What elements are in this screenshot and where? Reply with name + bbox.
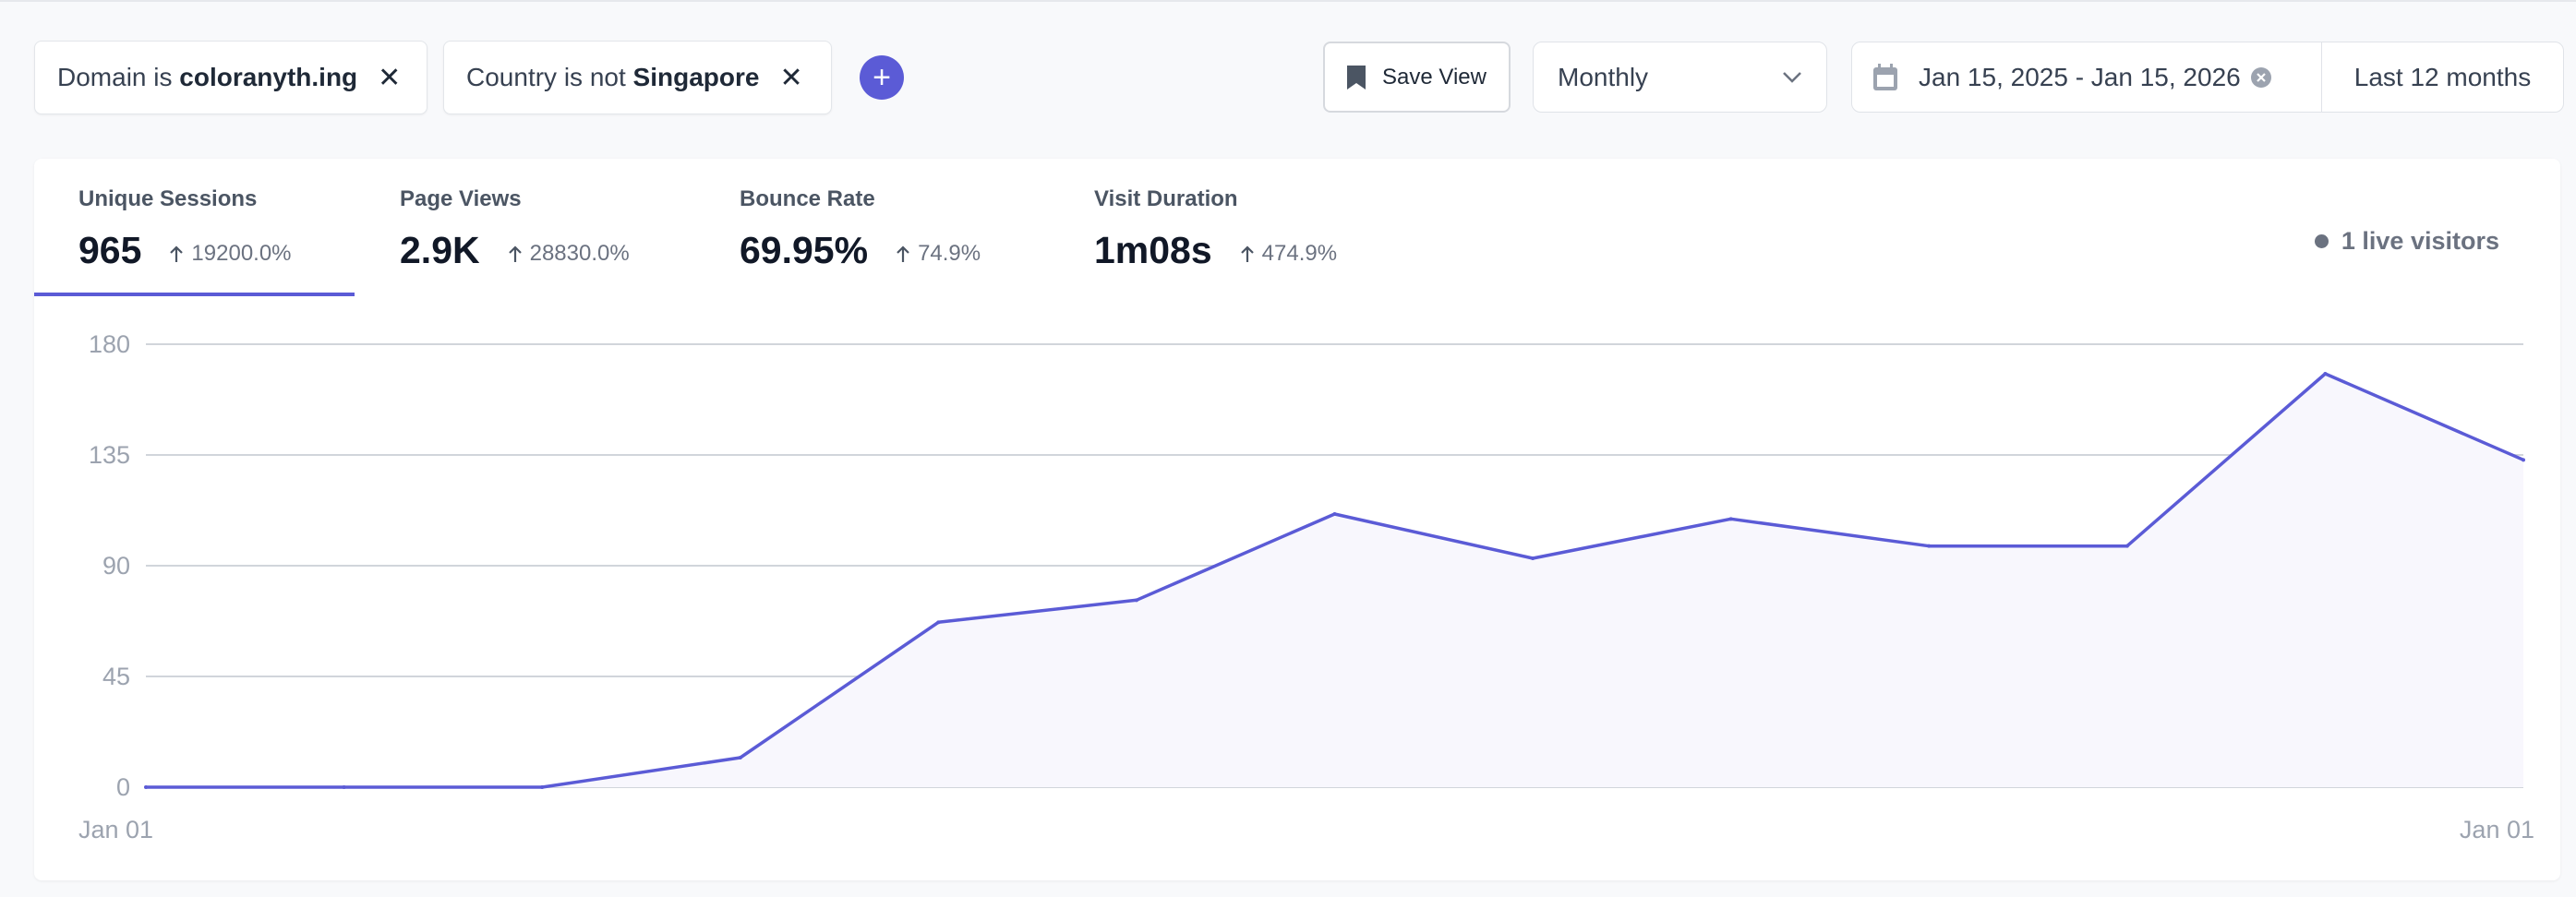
metric-label: Visit Duration [1094, 186, 1238, 211]
bookmark-icon [1347, 65, 1366, 90]
filter-value: Singapore [632, 63, 760, 91]
data-point[interactable] [2522, 458, 2525, 462]
metric-change: 474.9% [1261, 241, 1338, 266]
metric-label: Bounce Rate [740, 186, 875, 211]
close-icon[interactable]: ✕ [378, 62, 402, 93]
data-point[interactable] [1728, 517, 1733, 521]
divider [2321, 42, 2322, 112]
interval-select[interactable]: Monthly [1533, 42, 1827, 113]
preset-select[interactable]: Last 12 months [2322, 63, 2563, 92]
filter-chip-domain[interactable]: Domain is coloranyth.ing ✕ [34, 41, 427, 114]
filter-prefix: Domain is [57, 63, 173, 91]
data-point[interactable] [540, 785, 545, 789]
metric-label: Unique Sessions [78, 186, 258, 211]
data-point[interactable] [1332, 512, 1337, 516]
metric-value: 965 [78, 229, 142, 271]
metric-change: 74.9% [918, 241, 981, 266]
data-point[interactable] [738, 756, 742, 759]
metric-label: Page Views [400, 186, 522, 211]
x-tick-label: Jan 01 [78, 816, 153, 843]
tab-visit-duration[interactable]: Visit Duration 1m08s 474.9% [1094, 186, 1337, 272]
chevron-down-icon [1783, 71, 1801, 83]
date-range-picker[interactable]: Jan 15, 2025 - Jan 15, 2026 Last 12 mont… [1851, 42, 2564, 113]
live-dot-icon [2314, 234, 2329, 248]
date-range-field[interactable]: Jan 15, 2025 - Jan 15, 2026 [1852, 42, 2321, 112]
arrow-up-icon [897, 245, 909, 262]
arrow-up-icon [1240, 245, 1254, 262]
tab-bounce-rate[interactable]: Bounce Rate 69.95% 74.9% [740, 186, 981, 272]
arrow-up-icon [508, 245, 522, 262]
filter-value: coloranyth.ing [179, 63, 358, 91]
y-tick-label: 0 [116, 773, 130, 801]
data-point[interactable] [144, 785, 148, 789]
close-icon[interactable]: ✕ [779, 62, 803, 93]
metric-value: 2.9K [400, 229, 480, 271]
arrow-up-icon [170, 245, 184, 262]
preset-label: Last 12 months [2353, 62, 2532, 91]
data-point[interactable] [936, 620, 941, 625]
save-view-button[interactable]: Save View [1323, 42, 1511, 113]
data-point[interactable] [1927, 544, 1932, 548]
data-point[interactable] [342, 785, 346, 789]
metric-change: 19200.0% [191, 241, 292, 266]
metric-value: 1m08s [1094, 229, 1212, 271]
x-tick-label: Jan 01 [2460, 816, 2534, 843]
interval-value: Monthly [1558, 62, 1649, 91]
calendar-icon [1873, 63, 1897, 90]
live-visitors-text: 1 live visitors [2341, 227, 2499, 255]
add-filter-button[interactable]: + [860, 55, 904, 100]
data-point[interactable] [2323, 372, 2328, 376]
series-area [146, 374, 2523, 787]
tab-unique-sessions[interactable]: Unique Sessions 965 19200.0% [78, 186, 292, 272]
y-tick-label: 90 [102, 552, 130, 580]
data-point[interactable] [1531, 556, 1535, 560]
tab-page-views[interactable]: Page Views 2.9K 28830.0% [400, 186, 630, 272]
y-tick-label: 180 [89, 330, 130, 358]
filter-prefix: Country is not [466, 63, 626, 91]
y-tick-label: 45 [102, 663, 130, 690]
active-tab-indicator [34, 293, 355, 296]
plus-icon: + [873, 60, 891, 95]
filter-chip-country[interactable]: Country is not Singapore ✕ [443, 41, 832, 114]
live-visitors: 1 live visitors [2314, 227, 2499, 256]
metric-change: 28830.0% [529, 241, 630, 266]
metric-value: 69.95% [740, 229, 869, 271]
close-circle-icon[interactable] [2250, 66, 2272, 89]
save-view-label: Save View [1382, 64, 1487, 90]
y-tick-label: 135 [89, 441, 130, 469]
data-point[interactable] [1134, 598, 1138, 603]
data-point[interactable] [2125, 544, 2129, 548]
date-range-text: Jan 15, 2025 - Jan 15, 2026 [1919, 62, 2241, 91]
